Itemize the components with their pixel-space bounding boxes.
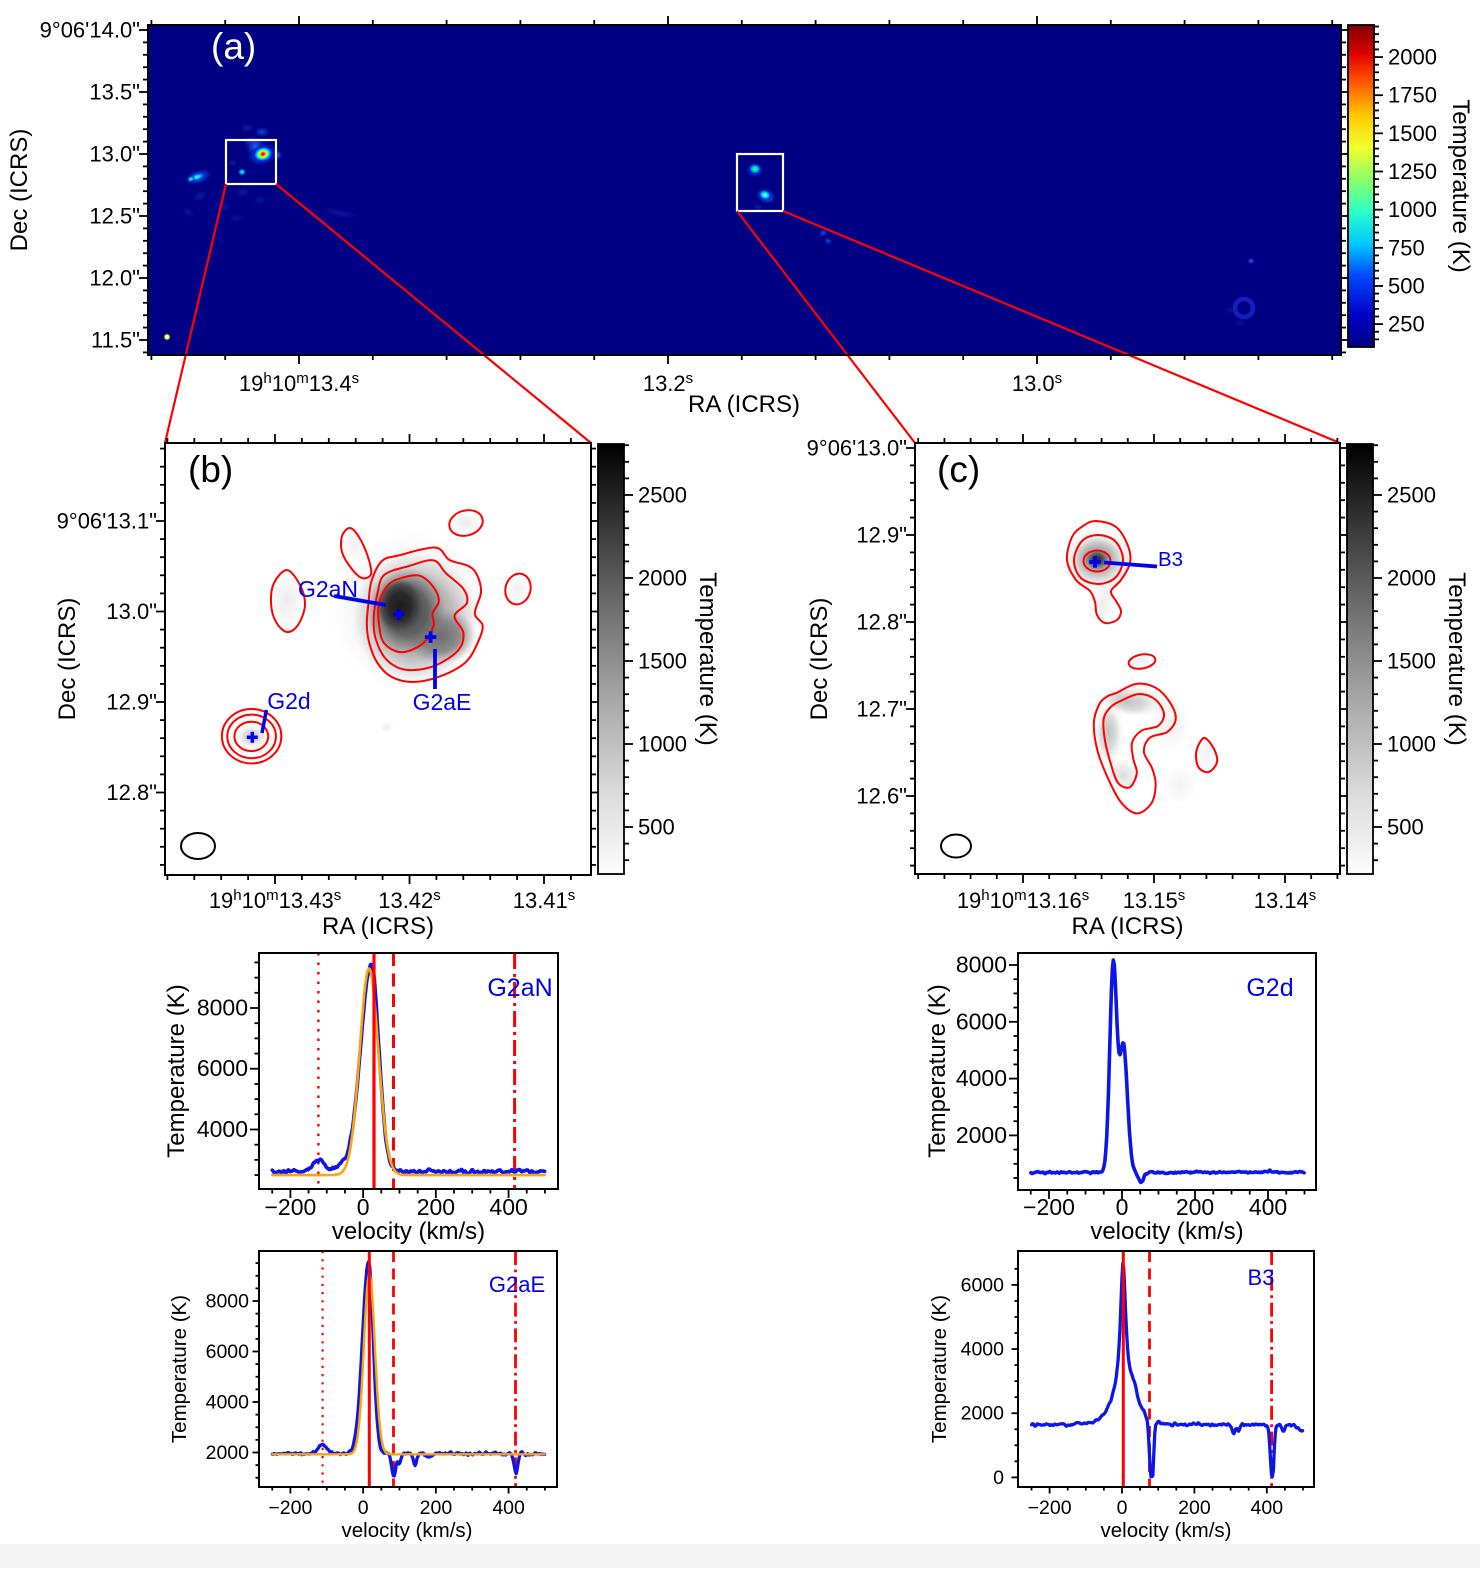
svg-text:400: 400	[489, 1194, 527, 1220]
svg-text:2500: 2500	[638, 483, 687, 508]
svg-text:RA (ICRS): RA (ICRS)	[322, 913, 434, 940]
svg-text:0: 0	[357, 1194, 370, 1220]
svg-text:500: 500	[1387, 815, 1424, 840]
svg-text:8000: 8000	[956, 952, 1007, 978]
svg-text:13.0": 13.0"	[106, 599, 157, 624]
svg-text:velocity (km/s): velocity (km/s)	[1090, 1218, 1243, 1245]
svg-text:8000: 8000	[197, 995, 248, 1021]
svg-text:Dec (ICRS): Dec (ICRS)	[806, 598, 833, 721]
svg-text:1500: 1500	[638, 649, 687, 674]
svg-text:12.8": 12.8"	[106, 780, 157, 805]
svg-text:G2aN: G2aN	[487, 974, 552, 1002]
svg-text:12.6": 12.6"	[856, 784, 907, 809]
svg-text:13.0": 13.0"	[89, 142, 140, 167]
svg-text:400: 400	[1249, 1194, 1287, 1220]
svg-text:6000: 6000	[197, 1055, 248, 1081]
svg-text:2000: 2000	[1388, 45, 1437, 70]
svg-text:13.0s: 13.0s	[1012, 370, 1062, 396]
svg-text:2000: 2000	[1387, 566, 1436, 591]
svg-text:200: 200	[1176, 1194, 1214, 1220]
svg-text:9°06'14.0": 9°06'14.0"	[40, 18, 140, 43]
svg-text:13.5": 13.5"	[89, 80, 140, 105]
svg-text:4000: 4000	[197, 1116, 248, 1142]
svg-text:1500: 1500	[1388, 121, 1437, 146]
svg-text:400: 400	[492, 1497, 525, 1519]
svg-text:G2d: G2d	[267, 688, 310, 714]
svg-text:13.2s: 13.2s	[643, 370, 693, 396]
svg-text:12.9": 12.9"	[106, 690, 157, 715]
svg-text:8000: 8000	[206, 1291, 250, 1313]
svg-text:1500: 1500	[1387, 649, 1436, 674]
svg-text:200: 200	[1178, 1497, 1211, 1519]
svg-text:velocity (km/s): velocity (km/s)	[332, 1218, 485, 1245]
svg-text:Temperature (K): Temperature (K)	[1447, 99, 1474, 272]
svg-text:11.5": 11.5"	[91, 328, 140, 353]
svg-text:−200: −200	[1023, 1194, 1075, 1220]
svg-text:4000: 4000	[956, 1065, 1007, 1091]
svg-text:13.42s: 13.42s	[378, 887, 441, 913]
svg-text:−200: −200	[264, 1194, 316, 1220]
svg-text:G2aE: G2aE	[489, 1272, 545, 1297]
svg-text:2000: 2000	[638, 566, 687, 591]
svg-text:0: 0	[358, 1497, 369, 1519]
svg-text:6000: 6000	[956, 1008, 1007, 1034]
svg-text:400: 400	[1251, 1497, 1284, 1519]
svg-text:(c): (c)	[937, 449, 980, 490]
svg-text:Temperature (K): Temperature (K)	[694, 572, 721, 745]
svg-text:13.41s: 13.41s	[513, 887, 576, 913]
svg-text:Dec (ICRS): Dec (ICRS)	[54, 598, 81, 721]
svg-text:2000: 2000	[206, 1442, 250, 1464]
svg-text:Temperature (K): Temperature (K)	[163, 984, 190, 1157]
svg-text:2500: 2500	[1387, 483, 1436, 508]
svg-text:4000: 4000	[206, 1392, 250, 1414]
svg-text:6000: 6000	[961, 1274, 1005, 1296]
svg-text:13.15s: 13.15s	[1123, 887, 1186, 913]
svg-text:Temperature (K): Temperature (K)	[924, 984, 951, 1157]
svg-text:RA (ICRS): RA (ICRS)	[1071, 913, 1183, 940]
svg-text:200: 200	[420, 1497, 453, 1519]
svg-text:G2d: G2d	[1246, 974, 1293, 1002]
svg-text:−200: −200	[1028, 1497, 1072, 1519]
svg-text:1750: 1750	[1388, 83, 1437, 108]
svg-text:B3: B3	[1248, 1265, 1275, 1290]
svg-text:velocity (km/s): velocity (km/s)	[1101, 1519, 1232, 1542]
svg-text:G2aE: G2aE	[413, 689, 472, 715]
svg-text:−200: −200	[268, 1497, 312, 1519]
svg-text:750: 750	[1388, 235, 1425, 260]
svg-text:0: 0	[993, 1467, 1004, 1489]
svg-text:(b): (b)	[188, 449, 233, 490]
svg-text:200: 200	[417, 1194, 455, 1220]
svg-text:12.5": 12.5"	[89, 204, 140, 229]
svg-text:velocity (km/s): velocity (km/s)	[342, 1519, 473, 1542]
svg-text:500: 500	[638, 815, 675, 840]
svg-text:1000: 1000	[1387, 732, 1436, 757]
svg-text:2000: 2000	[961, 1403, 1005, 1425]
svg-text:12.9": 12.9"	[856, 523, 907, 548]
svg-text:500: 500	[1388, 274, 1425, 299]
svg-text:RA (ICRS): RA (ICRS)	[688, 391, 800, 418]
svg-text:1000: 1000	[1388, 197, 1437, 222]
svg-text:12.0": 12.0"	[89, 266, 140, 291]
svg-text:9°06'13.1": 9°06'13.1"	[57, 509, 157, 534]
svg-text:0: 0	[1117, 1497, 1128, 1519]
svg-text:0: 0	[1116, 1194, 1129, 1220]
svg-text:12.7": 12.7"	[856, 697, 907, 722]
svg-text:6000: 6000	[206, 1341, 250, 1363]
svg-text:9°06'13.0": 9°06'13.0"	[807, 436, 907, 461]
svg-text:Temperature (K): Temperature (K)	[928, 1295, 951, 1443]
svg-text:2000: 2000	[956, 1122, 1007, 1148]
svg-text:G2aN: G2aN	[298, 576, 358, 602]
svg-text:13.14s: 13.14s	[1254, 887, 1317, 913]
svg-text:1000: 1000	[638, 732, 687, 757]
svg-text:B3: B3	[1158, 548, 1183, 571]
svg-text:(a): (a)	[211, 26, 256, 67]
svg-text:1250: 1250	[1388, 159, 1437, 184]
svg-text:4000: 4000	[961, 1339, 1005, 1361]
svg-text:19h10m13.4s: 19h10m13.4s	[239, 370, 359, 396]
svg-text:250: 250	[1388, 312, 1425, 337]
svg-text:12.8": 12.8"	[856, 610, 907, 635]
svg-text:Dec (ICRS): Dec (ICRS)	[6, 129, 33, 252]
svg-text:Temperature (K): Temperature (K)	[168, 1295, 191, 1443]
svg-text:Temperature (K): Temperature (K)	[1443, 572, 1470, 745]
